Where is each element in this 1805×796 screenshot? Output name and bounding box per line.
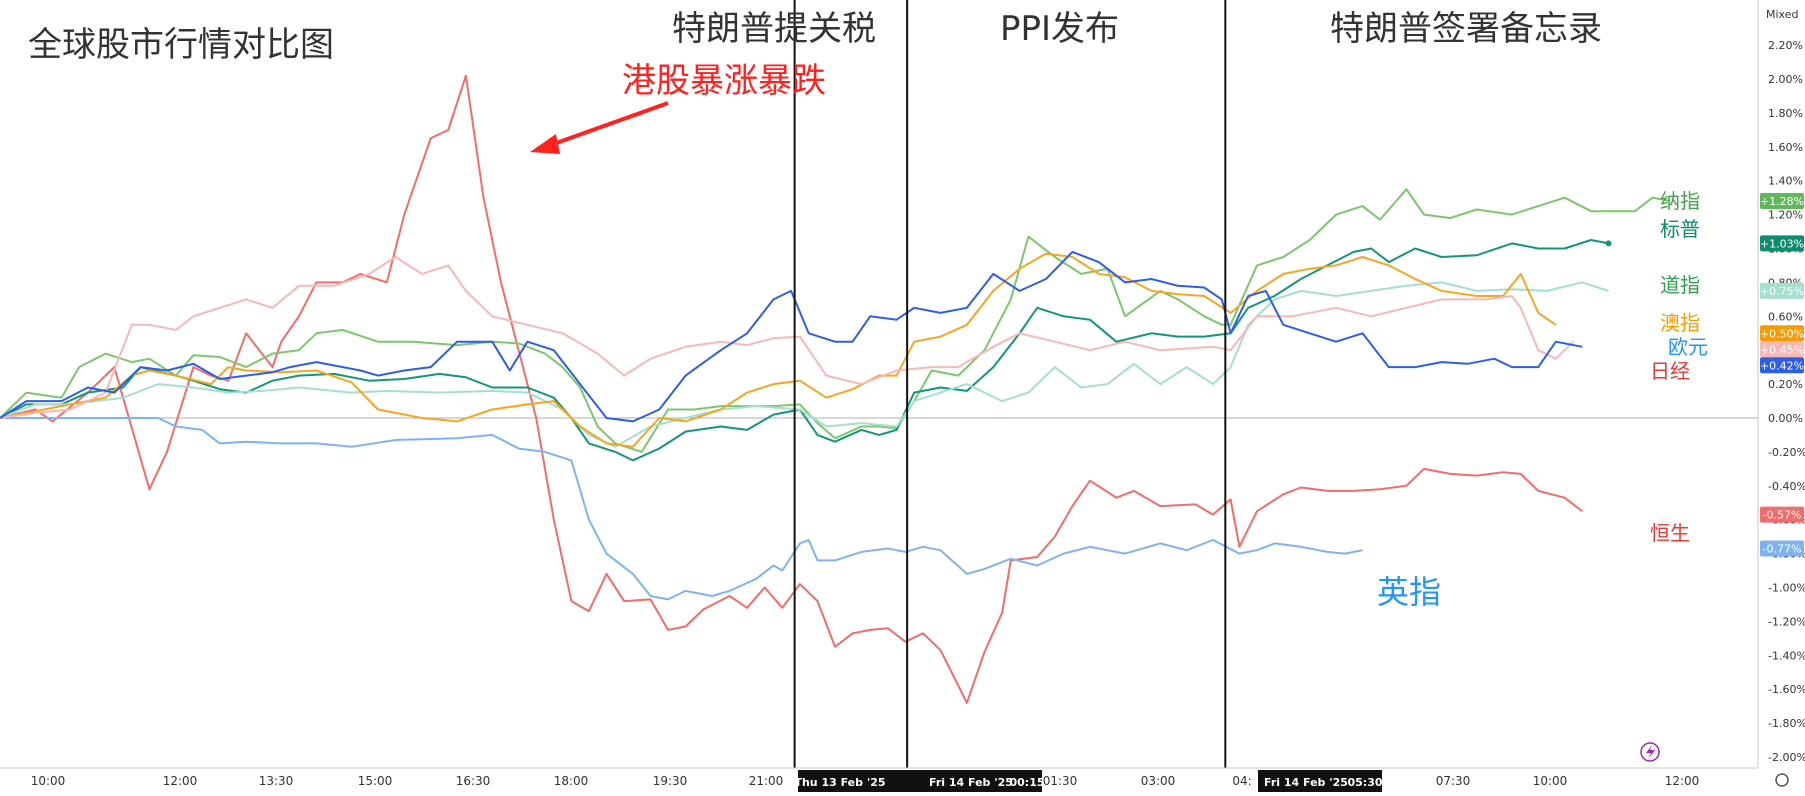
y-tick-label: 2.20%	[1768, 39, 1803, 52]
crosshair-date-badge	[1258, 770, 1382, 792]
series-lines	[0, 74, 1671, 704]
value-badge-label: -0.57%	[1763, 509, 1802, 522]
date-badge-label: Fri 14 Feb '25	[1264, 776, 1348, 789]
series-label: 澳指	[1660, 311, 1700, 335]
date-badge-label: Thu 13 Feb '25	[794, 776, 885, 789]
x-tick-label: 12:00	[1665, 774, 1700, 788]
x-tick-label: 07:30	[1436, 774, 1471, 788]
y-tick-label: 1.80%	[1768, 107, 1803, 120]
series-end-dot	[1605, 240, 1612, 247]
series-line-恒生	[0, 74, 1583, 704]
y-tick-label: 0.60%	[1768, 310, 1803, 323]
settings-gear-icon[interactable]	[1775, 773, 1789, 787]
series-label: 英指	[1377, 573, 1441, 611]
value-badge	[1760, 282, 1804, 299]
y-tick-label: -1.40%	[1768, 649, 1805, 662]
y-tick-label: 2.00%	[1768, 73, 1803, 86]
x-tick-label: 04:	[1232, 774, 1251, 788]
x-tick-label: 16:30	[456, 774, 491, 788]
x-tick-label: 01:30	[1043, 774, 1078, 788]
y-tick-label: 1.20%	[1768, 209, 1803, 222]
event-label: 特朗普提关税	[672, 9, 876, 49]
x-tick-label: 18:00	[554, 774, 589, 788]
y-tick-label: -1.20%	[1768, 615, 1805, 628]
series-label: 欧元	[1668, 335, 1708, 359]
value-badge	[1760, 235, 1804, 252]
value-badge-label: +0.45%	[1760, 343, 1804, 356]
y-tick-label: 1.40%	[1768, 175, 1803, 188]
x-tick-label: 19:30	[653, 774, 688, 788]
lightning-icon[interactable]	[1640, 742, 1660, 762]
annotation-label: 港股暴涨暴跌	[622, 61, 826, 101]
value-badge-label: -0.77%	[1763, 543, 1802, 556]
series-line-英指	[0, 417, 1363, 601]
value-badge	[1760, 193, 1804, 210]
value-badge	[1760, 506, 1804, 523]
value-badge-label: +1.28%	[1760, 195, 1804, 208]
series-label: 日经	[1650, 359, 1690, 383]
y-tick-label: 0.20%	[1768, 378, 1803, 391]
series-label: 标普	[1660, 217, 1700, 241]
x-tick-label: 10:00	[1533, 774, 1568, 788]
value-badge	[1760, 357, 1804, 374]
crosshair-date-badge	[798, 770, 1042, 792]
x-tick-label: 15:00	[358, 774, 393, 788]
value-badge-label: +0.50%	[1760, 327, 1804, 340]
annotation-arrow-shaft	[547, 101, 669, 148]
series-line-日经	[0, 250, 1583, 423]
value-badge	[1760, 540, 1804, 557]
value-badge-label: +0.42%	[1760, 359, 1804, 372]
event-label: PPI发布	[1000, 9, 1119, 49]
scale-mode-label: Mixed	[1766, 8, 1798, 21]
lightning-icon-glyph	[1646, 745, 1655, 759]
series-label: 道指	[1660, 273, 1700, 297]
series-label: 恒生	[1650, 521, 1690, 545]
value-badge-label: +1.03%	[1760, 237, 1804, 250]
series-line-欧元	[0, 256, 1575, 419]
y-tick-label: 0.00%	[1768, 412, 1803, 425]
x-tick-label: 13:30	[259, 774, 294, 788]
series-line-纳指	[0, 188, 1671, 453]
y-tick-label: -0.20%	[1768, 446, 1805, 459]
y-tick-label: -1.00%	[1768, 582, 1805, 595]
value-badge-label: +0.75%	[1760, 285, 1804, 298]
annotation-arrow-head	[530, 134, 560, 154]
event-lines	[793, 0, 1227, 768]
series-label: 纳指	[1660, 189, 1700, 213]
series-line-标普	[0, 239, 1609, 462]
date-badge-label: 00:15	[1009, 776, 1044, 789]
event-label: 特朗普签署备忘录	[1330, 9, 1602, 49]
x-tick-label: 10:00	[31, 774, 66, 788]
chart-title: 全球股市行情对比图	[28, 25, 334, 65]
x-tick-label: 21:00	[749, 774, 784, 788]
y-tick-label: 1.60%	[1768, 141, 1803, 154]
y-tick-label: -0.40%	[1768, 480, 1805, 493]
series-line-道指	[0, 281, 1609, 448]
value-badge	[1760, 325, 1804, 342]
last-value-badges: +1.28% +1.03% +0.75% +0.50% +0.45% +0.42% -0.5…	[1760, 193, 1804, 557]
y-tick-label: -1.60%	[1768, 683, 1805, 696]
x-tick-label: 03:00	[1141, 774, 1176, 788]
time-axis[interactable]: 10:00 12:00 13:30 15:00 16:30 18:00 19:30 21:00…	[0, 767, 1758, 792]
x-tick-label: 12:00	[163, 774, 198, 788]
y-tick-label: -2.00%	[1768, 751, 1805, 764]
date-badge-label: Fri 14 Feb '25	[929, 776, 1013, 789]
date-badge-label: 05:30	[1347, 776, 1382, 789]
value-badge	[1760, 341, 1804, 358]
y-tick-label: -1.80%	[1768, 717, 1805, 730]
series-line-澳指	[0, 252, 1557, 448]
